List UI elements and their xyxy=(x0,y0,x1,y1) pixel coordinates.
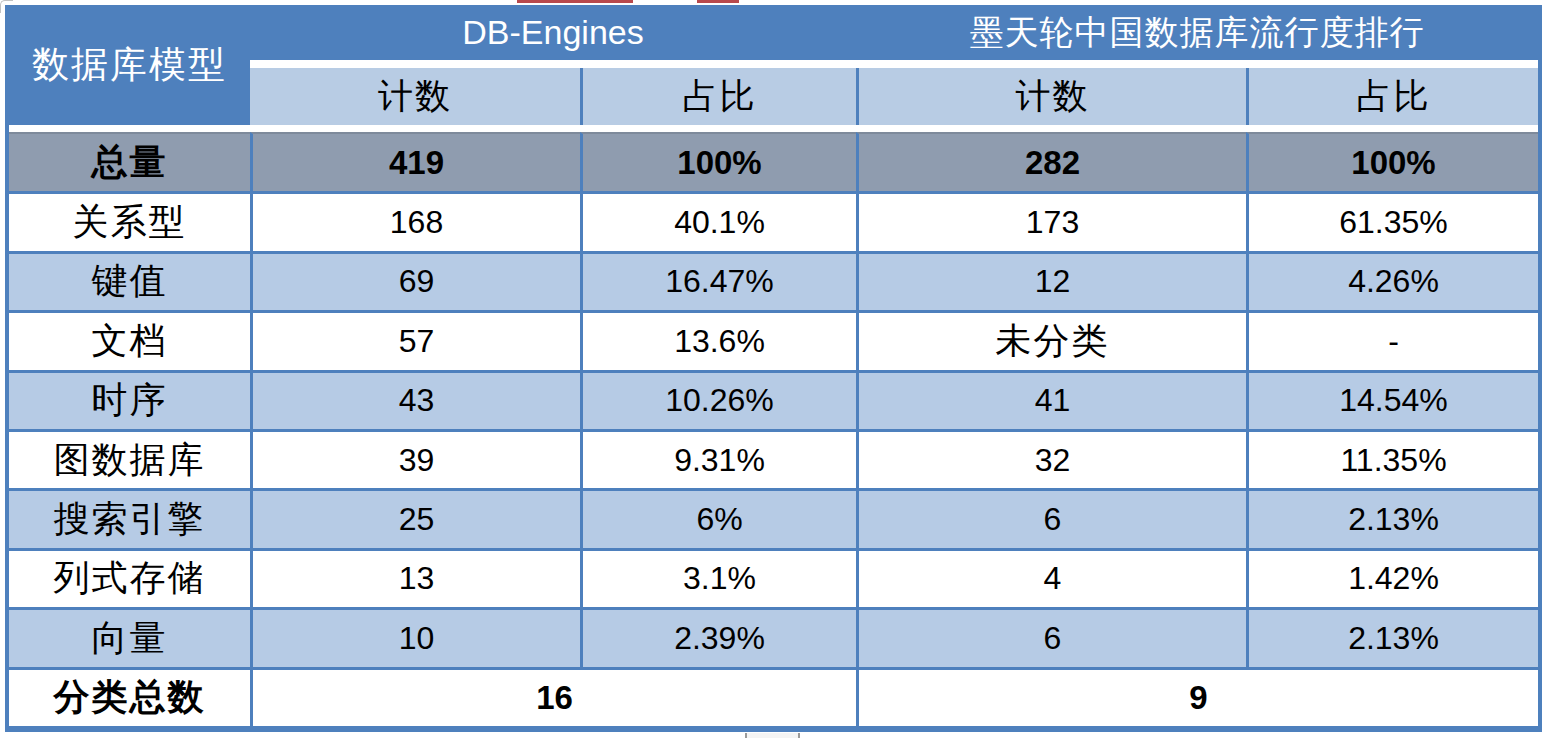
cell-dbe-count: 13 xyxy=(250,548,580,607)
cell-dbe-count: 57 xyxy=(250,310,580,369)
cell-modb-count: 12 xyxy=(856,251,1246,310)
cell-modb-count: 6 xyxy=(856,488,1246,547)
cell-modb-share: 4.26% xyxy=(1246,251,1538,310)
row-label: 向量 xyxy=(9,607,250,666)
cell-modb-count: 41 xyxy=(856,370,1246,429)
cell-modb-share: 14.54% xyxy=(1246,370,1538,429)
cell-total-dbe-share: 100% xyxy=(580,132,856,191)
row-label: 搜索引擎 xyxy=(9,488,250,547)
corner-header-cell: 数据库模型 xyxy=(9,5,250,125)
cell-modb-share: 61.35% xyxy=(1246,191,1538,250)
cell-dbe-share: 3.1% xyxy=(580,548,856,607)
subheader-dbe-count: 计数 xyxy=(250,68,580,125)
cell-modb-count: 6 xyxy=(856,607,1246,666)
cell-dbe-share: 6% xyxy=(580,488,856,547)
row-label: 列式存储 xyxy=(9,548,250,607)
cell-dbe-share: 2.39% xyxy=(580,607,856,666)
row-label-total: 总量 xyxy=(9,132,250,191)
red-annotation-fragment xyxy=(517,0,633,3)
row-label: 图数据库 xyxy=(9,429,250,488)
cell-dbe-share: 10.26% xyxy=(580,370,856,429)
cell-dbe-share: 13.6% xyxy=(580,310,856,369)
cell-modb-count: 未分类 xyxy=(856,310,1246,369)
database-model-comparison-table: 数据库模型 DB-Engines 墨天轮中国数据库流行度排行 计数 占比 计数 … xyxy=(5,5,1542,732)
scrollbar-artifact xyxy=(745,733,800,738)
cell-dbe-category-total: 16 xyxy=(250,667,856,726)
cell-modb-category-total: 9 xyxy=(856,667,1538,726)
row-label: 文档 xyxy=(9,310,250,369)
cell-total-modb-count: 282 xyxy=(856,132,1246,191)
group-header-modb-ranking: 墨天轮中国数据库流行度排行 xyxy=(856,5,1538,60)
cell-dbe-count: 10 xyxy=(250,607,580,666)
cell-dbe-count: 25 xyxy=(250,488,580,547)
cell-dbe-count: 43 xyxy=(250,370,580,429)
cell-dbe-share: 9.31% xyxy=(580,429,856,488)
screenshot-canvas: 数据库模型 DB-Engines 墨天轮中国数据库流行度排行 计数 占比 计数 … xyxy=(0,0,1547,738)
cell-modb-share: 2.13% xyxy=(1246,607,1538,666)
red-annotation-fragment xyxy=(697,0,739,3)
cell-dbe-share: 40.1% xyxy=(580,191,856,250)
cell-dbe-share: 16.47% xyxy=(580,251,856,310)
row-label: 键值 xyxy=(9,251,250,310)
cell-modb-share: 1.42% xyxy=(1246,548,1538,607)
row-label: 关系型 xyxy=(9,191,250,250)
cell-modb-count: 4 xyxy=(856,548,1246,607)
row-label: 时序 xyxy=(9,370,250,429)
cell-modb-count: 32 xyxy=(856,429,1246,488)
cell-total-modb-share: 100% xyxy=(1246,132,1538,191)
cell-dbe-count: 39 xyxy=(250,429,580,488)
subheader-modb-count: 计数 xyxy=(856,68,1246,125)
cell-dbe-count: 168 xyxy=(250,191,580,250)
subheader-dbe-share: 占比 xyxy=(580,68,856,125)
cell-dbe-count: 69 xyxy=(250,251,580,310)
cell-modb-share: 11.35% xyxy=(1246,429,1538,488)
row-label-category-count: 分类总数 xyxy=(9,667,250,726)
cell-modb-count: 173 xyxy=(856,191,1246,250)
subheader-modb-share: 占比 xyxy=(1246,68,1538,125)
cell-modb-share: - xyxy=(1246,310,1538,369)
group-header-db-engines: DB-Engines xyxy=(250,5,856,60)
cell-modb-share: 2.13% xyxy=(1246,488,1538,547)
cell-total-dbe-count: 419 xyxy=(250,132,580,191)
